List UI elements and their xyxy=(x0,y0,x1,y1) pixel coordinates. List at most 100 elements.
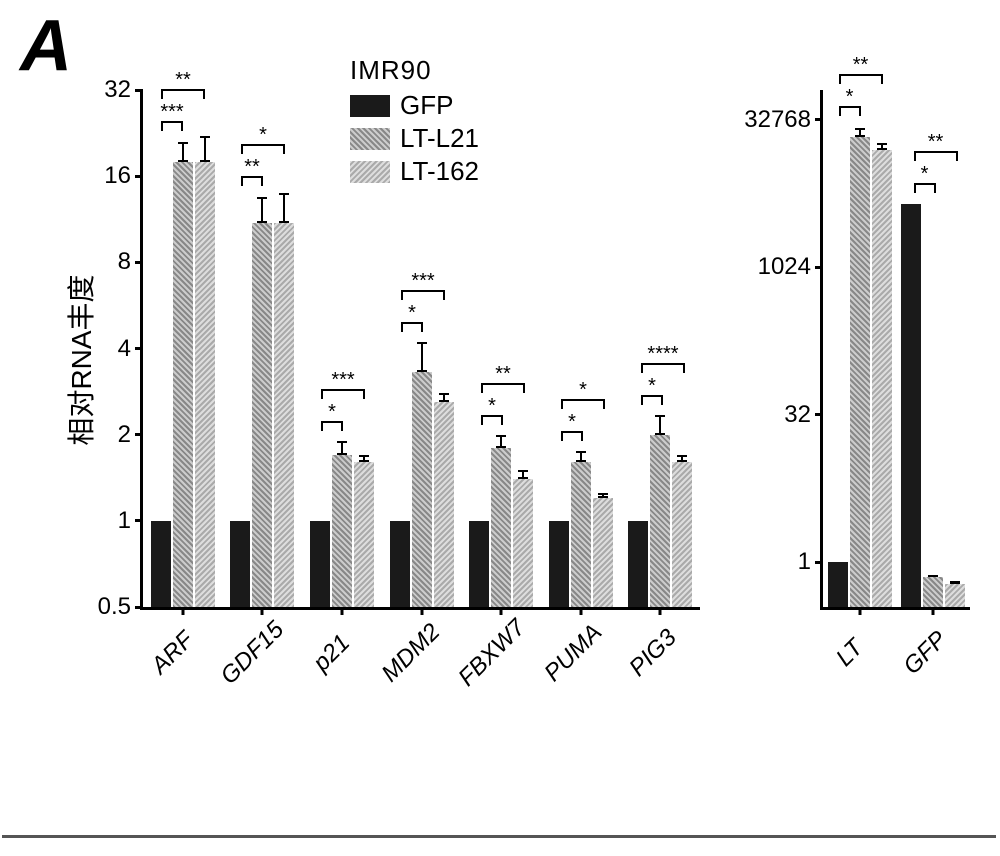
error-bar xyxy=(182,142,184,161)
bar xyxy=(332,455,352,607)
y-tick-label: 32 xyxy=(104,76,131,104)
bar xyxy=(390,521,410,607)
bar xyxy=(549,521,569,607)
x-tick xyxy=(932,607,935,615)
x-tick xyxy=(579,607,582,615)
sig-label: **** xyxy=(647,343,678,366)
x-label: FBXW7 xyxy=(453,614,531,692)
bar xyxy=(310,521,330,607)
bar xyxy=(469,521,489,607)
x-label: p21 xyxy=(308,629,356,677)
error-bar xyxy=(261,197,263,223)
x-label-slot: LT xyxy=(820,618,895,646)
x-tick xyxy=(261,607,264,615)
y-tick-label: 2 xyxy=(118,421,131,449)
x-label-slot: PIG3 xyxy=(620,618,700,646)
sig-label: * xyxy=(648,375,656,398)
y-tick: 32768 xyxy=(744,106,823,134)
error-bar xyxy=(363,455,365,463)
x-label-slot: PUMA xyxy=(541,618,621,646)
legend-title: IMR90 xyxy=(350,55,479,86)
y-tick: 8 xyxy=(118,248,143,276)
error-bar xyxy=(283,193,285,223)
bar-group xyxy=(143,90,223,607)
bar xyxy=(650,435,670,607)
error-bar xyxy=(421,342,423,372)
x-tick xyxy=(420,607,423,615)
sig-label: * xyxy=(846,86,854,109)
bar-group xyxy=(223,90,303,607)
y-tick-label: 16 xyxy=(104,162,131,190)
y-tick-mark xyxy=(135,606,143,609)
y-tick: 16 xyxy=(104,162,143,190)
y-tick-label: 8 xyxy=(118,248,131,276)
sig-label: * xyxy=(259,124,267,147)
frame-border xyxy=(2,835,996,838)
y-tick-mark xyxy=(135,261,143,264)
sig-label: * xyxy=(568,411,576,434)
sig-label: * xyxy=(921,163,929,186)
bar xyxy=(491,448,511,607)
bar xyxy=(945,584,965,607)
sig-label: * xyxy=(408,302,416,325)
error-bar xyxy=(954,581,956,584)
sig-label: *** xyxy=(331,369,354,392)
bar xyxy=(513,479,533,607)
y-tick-mark xyxy=(135,433,143,436)
y-tick-label: 32768 xyxy=(744,106,811,134)
bar xyxy=(850,137,870,608)
sig-label: *** xyxy=(411,270,434,293)
legend-row: LT-L21 xyxy=(350,123,479,154)
bar xyxy=(628,521,648,607)
y-tick-mark xyxy=(815,413,823,416)
x-label-slot: MDM2 xyxy=(379,618,459,646)
x-label: GDF15 xyxy=(215,616,290,691)
sig-label: ** xyxy=(853,54,869,77)
error-bar xyxy=(522,470,524,479)
legend-label: LT-L21 xyxy=(400,123,479,154)
sig-label: ** xyxy=(928,131,944,154)
y-tick-mark xyxy=(135,175,143,178)
bar-group xyxy=(823,90,897,607)
error-bar xyxy=(659,415,661,435)
y-tick-label: 1 xyxy=(798,548,811,576)
y-tick-label: 32 xyxy=(784,401,811,429)
x-tick xyxy=(858,607,861,615)
x-label: GFP xyxy=(898,626,953,681)
x-label: LT xyxy=(831,634,869,672)
bar xyxy=(872,150,892,607)
legend-swatch xyxy=(350,95,390,117)
x-tick xyxy=(659,607,662,615)
error-bar xyxy=(500,435,502,448)
bar xyxy=(252,223,272,607)
sig-label: * xyxy=(328,401,336,424)
bar xyxy=(901,204,921,607)
y-tick-mark xyxy=(135,89,143,92)
bar xyxy=(434,402,454,607)
bar xyxy=(151,521,171,607)
bar xyxy=(828,562,848,607)
legend-row: LT-162 xyxy=(350,156,479,187)
bar xyxy=(274,223,294,607)
y-tick-mark xyxy=(815,266,823,269)
bar xyxy=(571,462,591,607)
sig-label: * xyxy=(579,379,587,402)
x-label-slot: GFP xyxy=(895,618,970,646)
y-tick-label: 1 xyxy=(118,507,131,535)
x-label: ARF xyxy=(146,626,200,680)
error-bar xyxy=(681,455,683,463)
sig-label: * xyxy=(488,395,496,418)
x-label: MDM2 xyxy=(376,618,446,688)
y-tick: 2 xyxy=(118,421,143,449)
error-bar xyxy=(341,441,343,455)
y-tick: 4 xyxy=(118,335,143,363)
sig-label: ** xyxy=(175,69,191,92)
bar xyxy=(354,462,374,607)
x-label-slot: FBXW7 xyxy=(458,618,541,646)
x-tick xyxy=(340,607,343,615)
bar xyxy=(672,462,692,607)
error-bar xyxy=(443,393,445,402)
y-tick-mark xyxy=(135,347,143,350)
y-tick: 1024 xyxy=(758,253,823,281)
y-tick: 1 xyxy=(118,507,143,535)
